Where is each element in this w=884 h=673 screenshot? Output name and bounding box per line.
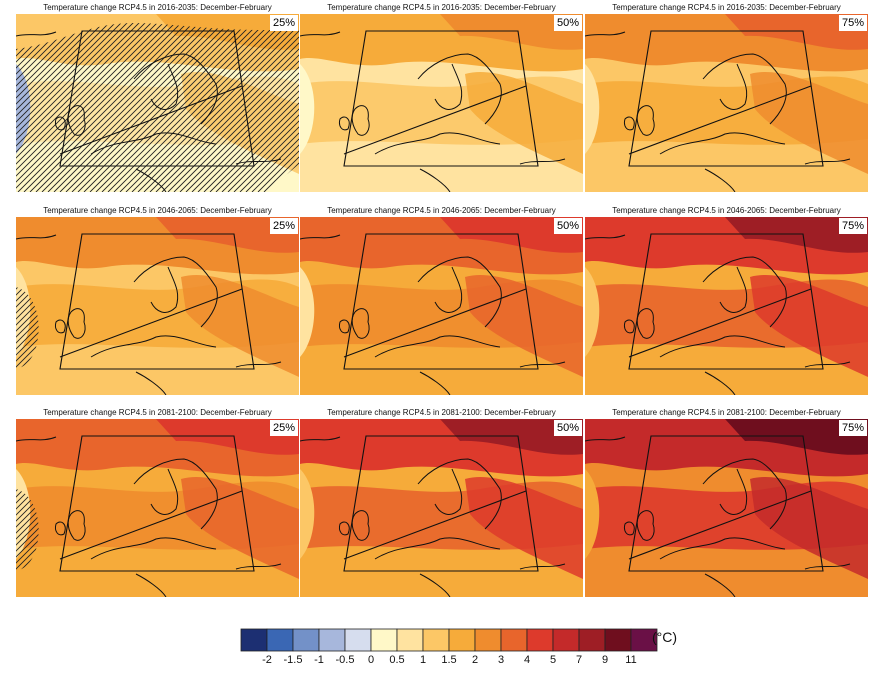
legend-tick-label: 3	[497, 654, 505, 666]
domain-outline	[343, 435, 539, 572]
temperature-map	[585, 217, 868, 395]
coastline	[16, 436, 282, 597]
percentile-label: 75%	[838, 420, 867, 436]
legend-swatch	[240, 628, 268, 652]
coastline	[585, 31, 851, 192]
legend-tick-label: -0.5	[335, 654, 355, 666]
legend-swatch	[474, 628, 502, 652]
temperature-map	[16, 217, 299, 395]
legend-tick-label: 7	[575, 654, 583, 666]
panel-title: Temperature change RCP4.5 in 2016-2035: …	[612, 3, 841, 12]
map-panel: 25%	[16, 217, 299, 395]
colorbar-legend	[240, 628, 658, 657]
legend-swatch	[578, 628, 606, 652]
legend-swatch	[422, 628, 450, 652]
panel-title: Temperature change RCP4.5 in 2046-2065: …	[43, 206, 272, 215]
percentile-label: 25%	[269, 420, 298, 436]
map-panel: 50%	[300, 217, 583, 395]
panel-title: Temperature change RCP4.5 in 2081-2100: …	[43, 408, 272, 417]
legend-tick-label: -1	[314, 654, 324, 666]
legend-swatch	[448, 628, 476, 652]
map-panel: 50%	[300, 419, 583, 597]
temperature-map	[585, 419, 868, 597]
legend-swatch	[500, 628, 528, 652]
coastline	[16, 31, 282, 192]
map-panel: 25%	[16, 14, 299, 192]
legend-tick-label: 5	[549, 654, 557, 666]
legend-swatch	[370, 628, 398, 652]
legend-swatch	[292, 628, 320, 652]
coastline	[300, 31, 566, 192]
panel-title: Temperature change RCP4.5 in 2046-2065: …	[612, 206, 841, 215]
legend-tick-label: 4	[523, 654, 531, 666]
domain-outline	[628, 435, 824, 572]
temperature-map	[16, 419, 299, 597]
map-panel: 75%	[585, 14, 868, 192]
panel-title: Temperature change RCP4.5 in 2081-2100: …	[612, 408, 841, 417]
domain-outline	[343, 233, 539, 370]
temperature-map	[300, 14, 583, 192]
coastline	[16, 234, 282, 395]
domain-outline	[59, 30, 255, 167]
legend-unit-label: (°C)	[652, 629, 678, 645]
percentile-label: 25%	[269, 15, 298, 31]
legend-swatch	[318, 628, 346, 652]
legend-tick-label: 0.5	[389, 654, 405, 666]
legend-swatch	[396, 628, 424, 652]
legend-swatch	[266, 628, 294, 652]
panel-title: Temperature change RCP4.5 in 2016-2035: …	[43, 3, 272, 12]
legend-swatch	[630, 628, 658, 652]
temperature-map	[300, 419, 583, 597]
legend-tick-label: 9	[601, 654, 609, 666]
temperature-map	[585, 14, 868, 192]
legend-swatch	[344, 628, 372, 652]
domain-outline	[59, 435, 255, 572]
legend-tick-label: 11	[625, 654, 637, 666]
legend-tick-label: 0	[367, 654, 375, 666]
coastline	[300, 234, 566, 395]
legend-tick-label: -1.5	[283, 654, 303, 666]
coastline	[585, 436, 851, 597]
percentile-label: 50%	[553, 15, 582, 31]
coastline	[585, 234, 851, 395]
domain-outline	[628, 30, 824, 167]
panel-title: Temperature change RCP4.5 in 2016-2035: …	[327, 3, 556, 12]
panel-title: Temperature change RCP4.5 in 2046-2065: …	[327, 206, 556, 215]
coastline	[300, 436, 566, 597]
domain-outline	[343, 30, 539, 167]
legend-tick-label: -2	[262, 654, 272, 666]
percentile-label: 75%	[838, 15, 867, 31]
percentile-label: 25%	[269, 218, 298, 234]
legend-swatch	[526, 628, 554, 652]
legend-tick-label: 1.5	[441, 654, 457, 666]
legend-swatch	[604, 628, 632, 652]
legend-swatch	[552, 628, 580, 652]
temperature-map	[300, 217, 583, 395]
domain-outline	[628, 233, 824, 370]
map-panel: 75%	[585, 217, 868, 395]
map-panel: 75%	[585, 419, 868, 597]
domain-outline	[59, 233, 255, 370]
map-panel: 25%	[16, 419, 299, 597]
panel-title: Temperature change RCP4.5 in 2081-2100: …	[327, 408, 556, 417]
percentile-label: 50%	[553, 218, 582, 234]
legend-tick-label: 2	[471, 654, 479, 666]
map-panel: 50%	[300, 14, 583, 192]
percentile-label: 75%	[838, 218, 867, 234]
temperature-map	[16, 14, 299, 192]
legend-tick-label: 1	[419, 654, 427, 666]
percentile-label: 50%	[553, 420, 582, 436]
